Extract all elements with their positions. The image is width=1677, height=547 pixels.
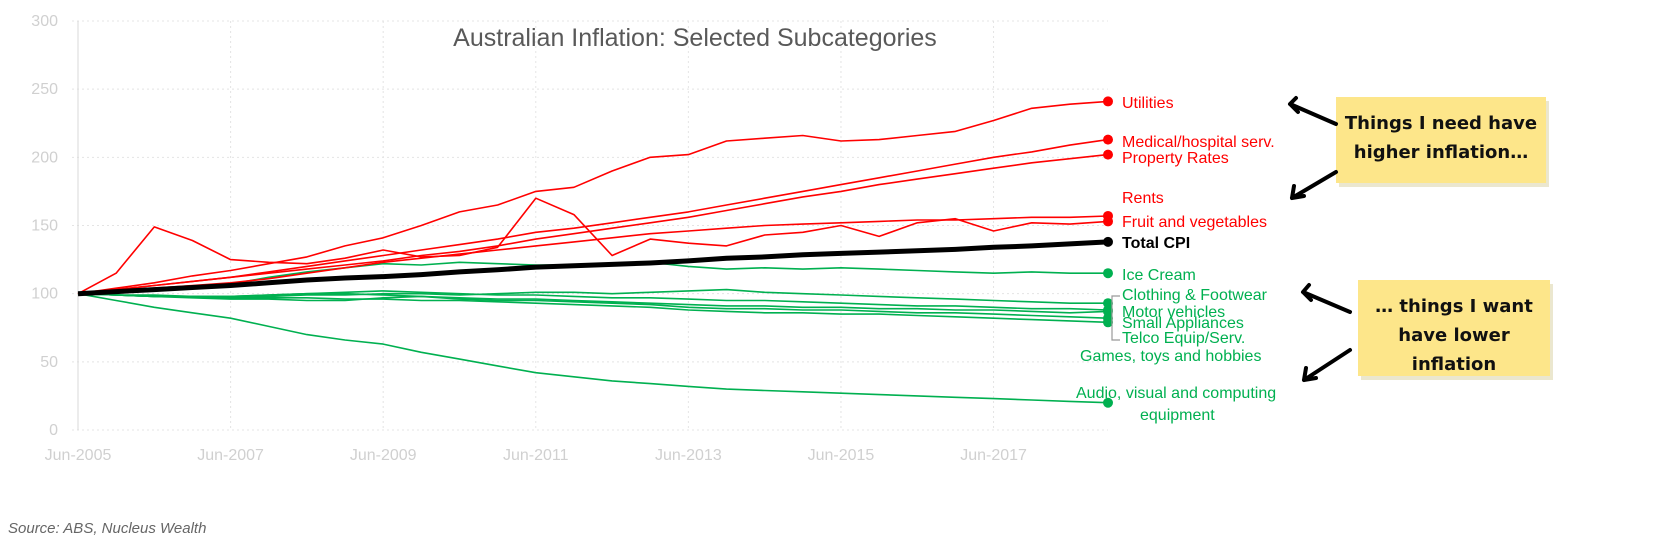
label-bracket [1111, 295, 1120, 341]
y-tick-label: 150 [31, 218, 58, 235]
y-tick-label: 250 [31, 81, 58, 98]
sticky-note [1336, 97, 1546, 183]
series-label: Rents [1122, 190, 1164, 207]
end-marker [1103, 236, 1113, 247]
series-label: Medical/hospital serv. [1122, 134, 1275, 151]
series-label: Motor vehicles [1122, 304, 1225, 321]
chart-title: Australian Inflation: Selected Subcatego… [453, 24, 937, 52]
end-marker [1103, 149, 1113, 160]
series-labels: Utilities Medical/hospital serv.Property … [1076, 95, 1276, 424]
x-tick-label: Jun-2005 [45, 447, 112, 464]
sticky-note [1358, 280, 1550, 376]
arrow-icon [1290, 170, 1338, 200]
series-label: Property Rates [1122, 150, 1229, 167]
series-label: Clothing & Footwear [1122, 287, 1268, 304]
series-line-small-appliances [77, 292, 1109, 319]
series-line-telco-equip-serv- [77, 292, 1109, 324]
x-tick-label: Jun-2009 [350, 447, 417, 464]
end-marker [1103, 268, 1113, 279]
x-tick-label: Jun-2013 [655, 447, 722, 464]
x-tick-label: Jun-2007 [197, 447, 264, 464]
series-line-total-cpi [77, 239, 1109, 297]
annotations: Things I need have higher inflation… … thi… [1288, 96, 1553, 382]
note-text: inflation [1412, 354, 1496, 375]
series-line-games-toys-and-hobbies [77, 290, 1109, 311]
series-label: Fruit and vegetables [1122, 214, 1267, 231]
arrow-icon [1302, 348, 1352, 382]
series-line-property-rates [77, 153, 1109, 295]
series-label: Total CPI [1122, 235, 1190, 252]
note-text: … things I want [1375, 296, 1533, 317]
y-tick-label: 200 [31, 149, 58, 166]
end-marker [1103, 317, 1113, 328]
series-label: Ice Cream [1122, 267, 1196, 284]
x-tick-label: Jun-2015 [808, 447, 875, 464]
series-label: Small Appliances [1122, 315, 1244, 332]
y-tick-label: 100 [31, 286, 58, 303]
note-text: higher inflation… [1354, 142, 1528, 163]
end-marker [1103, 96, 1113, 107]
arrow-icon [1301, 283, 1352, 314]
end-marker [1103, 216, 1113, 227]
series-label: Utilities [1122, 95, 1174, 112]
x-tick-label: Jun-2017 [960, 447, 1027, 464]
series-lines [77, 100, 1109, 404]
source-note: Source: ABS, Nucleus Wealth [8, 520, 207, 537]
y-tick-label: 50 [40, 354, 58, 371]
chart-grid [72, 20, 1108, 431]
x-axis-ticks: Jun-2005 Jun-2007 Jun-2009 Jun-2011 Jun-2013… [45, 447, 1027, 464]
series-line-rents [77, 215, 1109, 295]
end-marker [1103, 305, 1113, 316]
arrow-icon [1288, 96, 1338, 126]
end-marker [1103, 134, 1113, 145]
series-label: equipment [1140, 407, 1215, 424]
y-tick-label: 0 [49, 422, 58, 439]
series-label: Telco Equip/Serv. [1122, 330, 1245, 347]
series-line-fruit-and-vegetables [77, 197, 1109, 295]
note-text: have lower [1398, 325, 1510, 346]
y-axis-ticks: 0 50 100 150 200 250 300 [31, 13, 58, 439]
series-label: Audio, visual and computing [1076, 385, 1276, 402]
series-label: Games, toys and hobbies [1080, 348, 1261, 365]
y-tick-label: 300 [31, 13, 58, 30]
end-marker [1103, 397, 1113, 408]
series-line-utilities [77, 100, 1109, 295]
series-line-audio-visual-and-computing-equipment [77, 292, 1109, 404]
x-tick-label: Jun-2011 [503, 447, 569, 464]
note-text: Things I need have [1345, 113, 1537, 134]
